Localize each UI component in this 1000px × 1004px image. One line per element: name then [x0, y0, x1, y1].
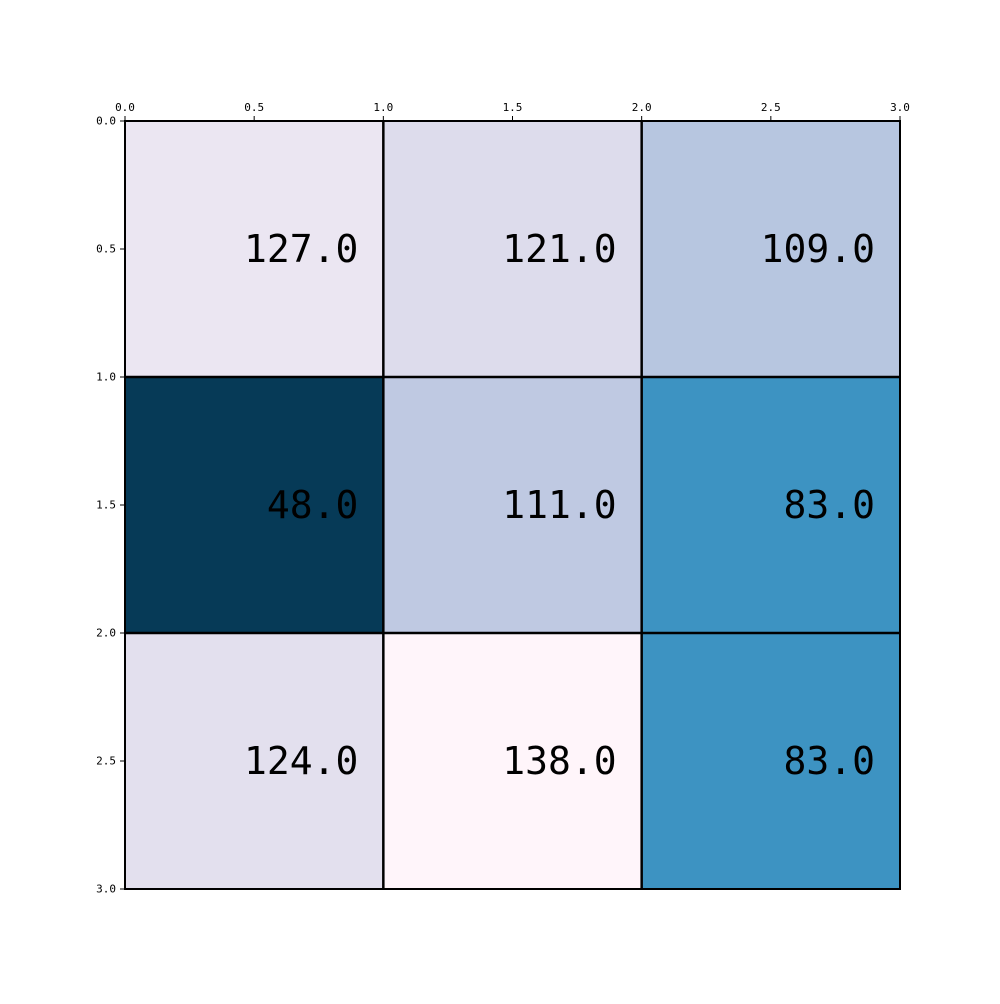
y-tick-label: 1.5: [96, 499, 116, 512]
x-tick-label: 1.0: [373, 101, 393, 114]
heatmap-cell-r0-c1: [383, 121, 642, 377]
cell-value-label-r0-c2: 109.0: [761, 227, 875, 271]
x-tick-label: 0.5: [244, 101, 264, 114]
cells-layer: [125, 121, 900, 889]
heatmap-cell-r2-c0: [125, 633, 384, 889]
x-tick-label: 3.0: [890, 101, 910, 114]
cell-value-label-r0-c0: 127.0: [244, 227, 358, 271]
cell-value-label-r2-c0: 124.0: [244, 739, 358, 783]
cell-value-label-r0-c1: 121.0: [502, 227, 616, 271]
cell-value-label-r2-c1: 138.0: [502, 739, 616, 783]
x-tick-label: 0.0: [115, 101, 135, 114]
heatmap-cell-r2-c2: [641, 633, 900, 889]
y-tick-label: 1.0: [96, 371, 116, 384]
y-tick-label: 0.5: [96, 243, 116, 256]
y-axis: 0.0 0.5 1.0 1.5 2.0 2.5 3.0: [96, 115, 125, 896]
x-tick-label: 2.5: [761, 101, 781, 114]
cell-value-label-r1-c0: 48.0: [267, 483, 359, 527]
heatmap-cell-r0-c0: [125, 121, 384, 377]
y-tick-label: 3.0: [96, 883, 116, 896]
heatmap-cell-r2-c1: [383, 633, 642, 889]
y-tick-label: 2.0: [96, 627, 116, 640]
x-tick-label: 2.0: [632, 101, 652, 114]
x-axis: 0.0 0.5 1.0 1.5 2.0 2.5 3.0: [115, 101, 910, 121]
cell-value-label-r1-c2: 83.0: [783, 483, 875, 527]
heatmap-cell-r1-c0: [125, 377, 384, 633]
cell-value-label-r2-c2: 83.0: [783, 739, 875, 783]
heatmap-cell-r0-c2: [641, 121, 900, 377]
y-tick-label: 2.5: [96, 755, 116, 768]
x-tick-label: 1.5: [503, 101, 523, 114]
cell-value-label-r1-c1: 111.0: [502, 483, 616, 527]
heatmap-cell-r1-c1: [383, 377, 642, 633]
y-tick-label: 0.0: [96, 115, 116, 128]
heatmap-cell-r1-c2: [641, 377, 900, 633]
cell-labels: 127.0 121.0 109.0 48.0 111.0 83.0 124.0 138.0 83…: [244, 227, 875, 783]
